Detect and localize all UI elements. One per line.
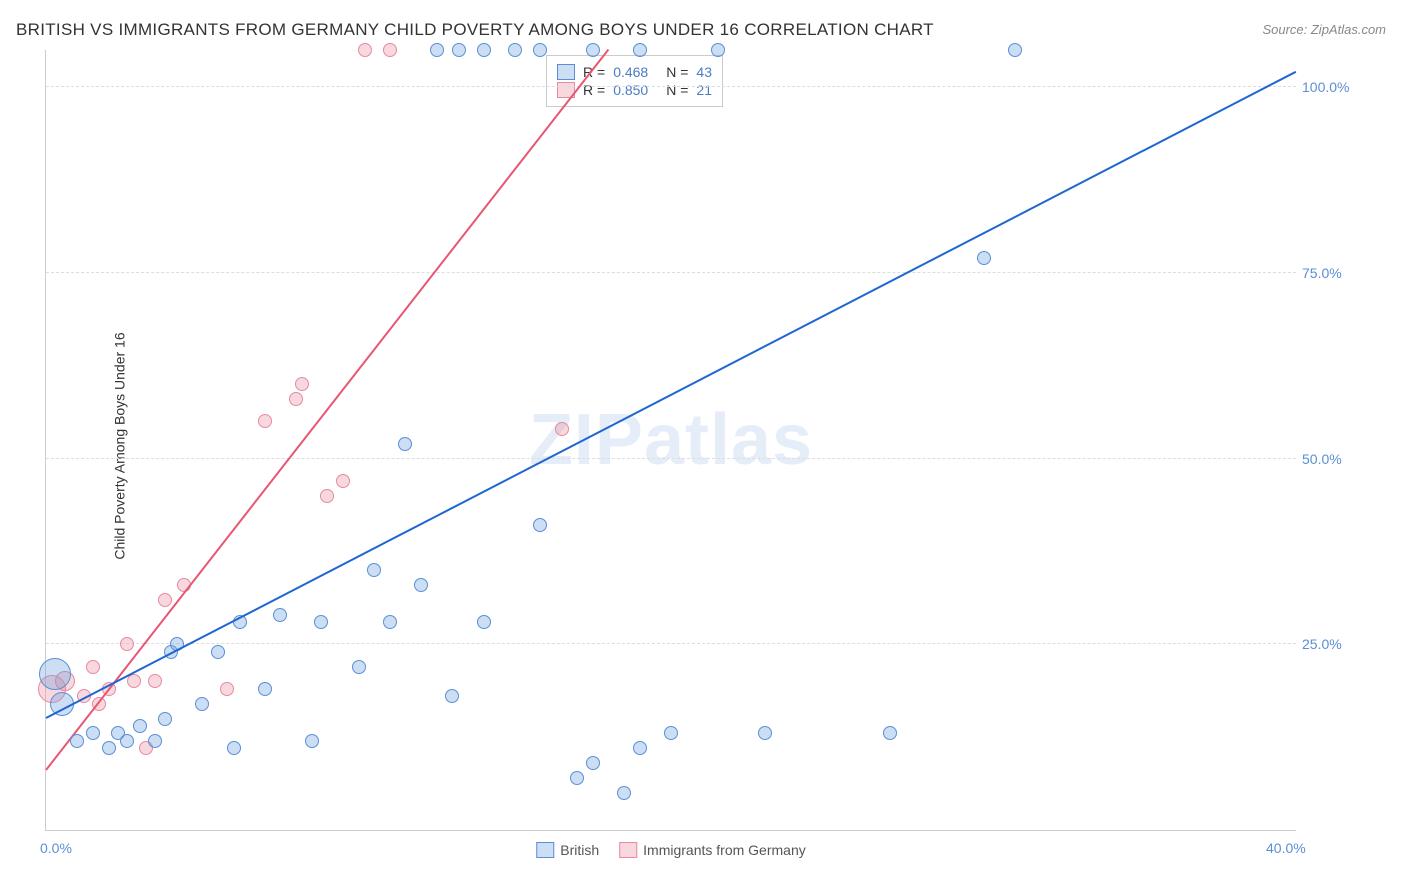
swatch-icon xyxy=(536,842,554,858)
data-point-germany xyxy=(289,392,303,406)
data-point-british xyxy=(383,615,397,629)
data-point-germany xyxy=(320,489,334,503)
data-point-british xyxy=(314,615,328,629)
stats-row: R =0.468N =43 xyxy=(557,64,712,80)
y-tick-label: 75.0% xyxy=(1302,265,1382,281)
data-point-british xyxy=(430,43,444,57)
stat-r-value: 0.468 xyxy=(613,64,648,80)
data-point-british xyxy=(39,658,71,690)
data-point-germany xyxy=(127,674,141,688)
data-point-germany xyxy=(220,682,234,696)
watermark: ZIPatlas xyxy=(529,399,813,481)
data-point-british xyxy=(352,660,366,674)
data-point-british xyxy=(158,712,172,726)
legend-label: British xyxy=(560,842,599,858)
data-point-british xyxy=(367,563,381,577)
data-point-british xyxy=(445,689,459,703)
scatter-plot: ZIPatlas R =0.468N =43R =0.850N =21 Brit… xyxy=(45,50,1296,831)
y-tick-label: 100.0% xyxy=(1302,79,1382,95)
data-point-british xyxy=(533,518,547,532)
x-tick-label: 0.0% xyxy=(40,840,72,856)
data-point-germany xyxy=(295,377,309,391)
data-point-germany xyxy=(120,637,134,651)
gridline xyxy=(46,272,1296,273)
data-point-british xyxy=(414,578,428,592)
data-point-british xyxy=(195,697,209,711)
trend-line-germany xyxy=(45,48,609,770)
data-point-british xyxy=(617,786,631,800)
data-point-british xyxy=(258,682,272,696)
stat-r-value: 0.850 xyxy=(613,82,648,98)
data-point-british xyxy=(758,726,772,740)
swatch-icon xyxy=(619,842,637,858)
data-point-germany xyxy=(383,43,397,57)
data-point-british xyxy=(711,43,725,57)
stats-box: R =0.468N =43R =0.850N =21 xyxy=(546,55,723,107)
data-point-germany xyxy=(148,674,162,688)
legend-label: Immigrants from Germany xyxy=(643,842,806,858)
data-point-british xyxy=(70,734,84,748)
data-point-british xyxy=(633,741,647,755)
data-point-british xyxy=(477,615,491,629)
stat-n-label: N = xyxy=(666,64,688,80)
data-point-british xyxy=(570,771,584,785)
data-point-british xyxy=(633,43,647,57)
data-point-germany xyxy=(336,474,350,488)
data-point-british xyxy=(883,726,897,740)
data-point-germany xyxy=(358,43,372,57)
stat-n-value: 43 xyxy=(696,64,712,80)
data-point-british xyxy=(148,734,162,748)
data-point-british xyxy=(305,734,319,748)
stat-n-value: 21 xyxy=(696,82,712,98)
data-point-british xyxy=(477,43,491,57)
stat-n-label: N = xyxy=(666,82,688,98)
swatch-icon xyxy=(557,64,575,80)
data-point-british xyxy=(1008,43,1022,57)
x-tick-label: 40.0% xyxy=(1266,840,1306,856)
data-point-british xyxy=(586,43,600,57)
data-point-germany xyxy=(158,593,172,607)
stat-r-label: R = xyxy=(583,82,605,98)
data-point-germany xyxy=(86,660,100,674)
data-point-british xyxy=(133,719,147,733)
data-point-british xyxy=(664,726,678,740)
data-point-germany xyxy=(555,422,569,436)
data-point-british xyxy=(533,43,547,57)
chart-container: BRITISH VS IMMIGRANTS FROM GERMANY CHILD… xyxy=(0,0,1406,892)
legend: British Immigrants from Germany xyxy=(536,842,806,858)
data-point-british xyxy=(120,734,134,748)
gridline xyxy=(46,458,1296,459)
data-point-british xyxy=(398,437,412,451)
source-label: Source: ZipAtlas.com xyxy=(1262,22,1386,37)
gridline xyxy=(46,643,1296,644)
gridline xyxy=(46,86,1296,87)
data-point-british xyxy=(273,608,287,622)
data-point-british xyxy=(977,251,991,265)
legend-item-british: British xyxy=(536,842,599,858)
data-point-british xyxy=(508,43,522,57)
legend-item-germany: Immigrants from Germany xyxy=(619,842,806,858)
data-point-british xyxy=(102,741,116,755)
data-point-british xyxy=(586,756,600,770)
data-point-british xyxy=(227,741,241,755)
data-point-british xyxy=(211,645,225,659)
data-point-germany xyxy=(258,414,272,428)
data-point-british xyxy=(452,43,466,57)
data-point-british xyxy=(86,726,100,740)
y-tick-label: 25.0% xyxy=(1302,636,1382,652)
trend-line-british xyxy=(46,70,1297,718)
chart-title: BRITISH VS IMMIGRANTS FROM GERMANY CHILD… xyxy=(16,20,934,40)
y-tick-label: 50.0% xyxy=(1302,451,1382,467)
